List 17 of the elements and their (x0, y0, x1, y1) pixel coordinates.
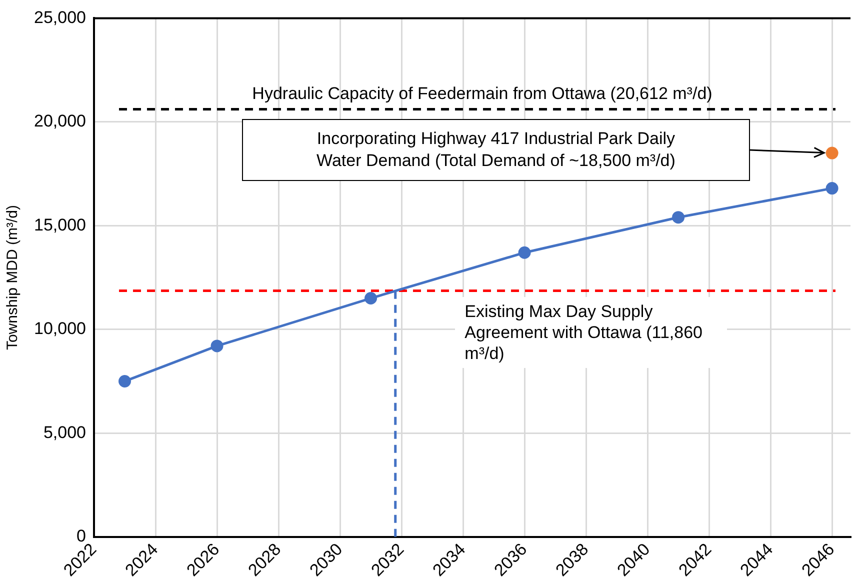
point (118, 374, 131, 388)
y-tick-label: 5,000 (43, 422, 86, 442)
point (210, 340, 224, 352)
point (518, 246, 531, 259)
y-tick-label: 15,000 (34, 215, 86, 234)
point (826, 182, 838, 195)
y-tick-label: 20,000 (34, 112, 86, 131)
ref-line-label: Existing Max Day Supply Agreement with Ottawa (11,860 m³/d) (454, 296, 727, 368)
y-tick-label: 10,000 (34, 319, 86, 338)
callout-box: Incorporating Highway 417 Industrial Park Daily Water Demand (Total Demand of ~18,500 m³/d) (242, 119, 750, 182)
point (826, 146, 838, 160)
y-axis-title: Township MDD (m³/d) (4, 205, 22, 350)
point (364, 292, 378, 305)
y-tick-label: 0 (76, 526, 86, 546)
ref-line-label: Hydraulic Capacity of Feedermain from Ottawa (20,612 m³/d) (252, 84, 712, 104)
y-tick-label: 25,000 (34, 8, 86, 27)
point (672, 211, 685, 224)
